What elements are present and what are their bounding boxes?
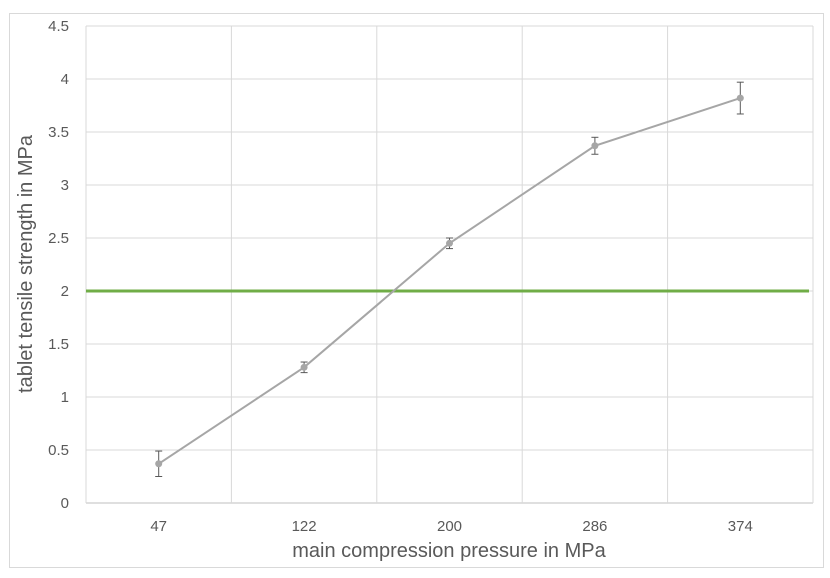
x-axis-title: main compression pressure in MPa [292,540,606,562]
x-tick-label: 200 [437,518,462,535]
data-point [155,460,163,468]
y-tick-label: 1 [61,389,69,406]
data-point [736,94,744,102]
y-tick-label: 4.5 [48,18,69,35]
x-tick-label: 286 [582,518,607,535]
x-tick-labels: 47 122 200 286 374 [150,518,752,535]
y-tick-labels: 0 0.5 1 1.5 2 2.5 3 3.5 4 4.5 [48,18,69,512]
chart-frame [9,13,824,568]
x-tick-label: 122 [292,518,317,535]
y-tick-label: 0.5 [48,442,69,459]
y-tick-label: 1.5 [48,336,69,353]
y-tick-label: 4 [61,71,69,88]
y-tick-label: 3 [61,177,69,194]
x-tick-label: 47 [150,518,167,535]
series-line [158,97,741,465]
y-tick-label: 2.5 [48,230,69,247]
series-group [155,81,744,477]
y-tick-label: 3.5 [48,124,69,141]
y-tick-label: 0 [61,495,69,512]
data-point [591,142,599,150]
data-point [446,239,453,247]
data-point [300,363,308,371]
x-tick-label: 374 [728,518,753,535]
y-axis-title: tablet tensile strength in MPa [15,134,37,393]
y-tick-label: 2 [61,283,69,300]
gridlines [85,25,814,504]
